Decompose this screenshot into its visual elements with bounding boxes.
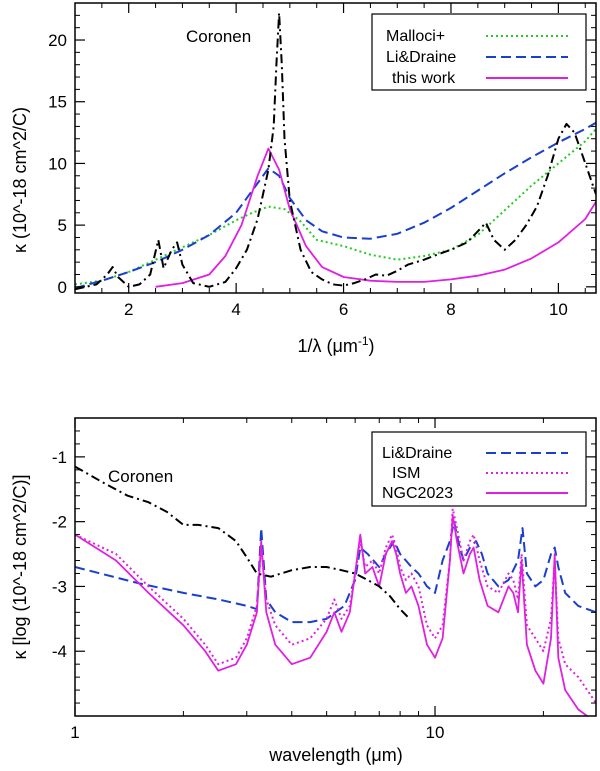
top-legend: Malloci+ Li&Draine this work — [371, 13, 587, 91]
top-y-tick-label: 15 — [48, 93, 67, 112]
bottom-y-tick-label: -4 — [52, 642, 67, 661]
top-annotation: Coronen — [186, 27, 251, 46]
top-y-tick-label: 10 — [48, 154, 67, 173]
top-x-axis-title-main: 1/λ (μm — [297, 336, 357, 356]
bottom-annotation: Coronen — [108, 467, 173, 486]
bottom-series-ngc2023 — [75, 514, 589, 716]
bottom-panel: 1 10 -4 -3 -2 -1 Coronen Li&Draine ISM NGC202… — [10, 417, 597, 765]
top-series-coronen — [75, 11, 596, 291]
bottom-x-tick-label: 10 — [426, 723, 445, 742]
top-y-tick-label: 5 — [58, 216, 67, 235]
legend-label-lidraine-2: Li&Draine — [382, 445, 452, 462]
top-plot-frame — [74, 2, 597, 294]
legend-label-ngc2023: NGC2023 — [382, 485, 453, 502]
bottom-y-tick-label: -1 — [52, 448, 67, 467]
top-y-axis-title: κ (10^-18 cm^2/C) — [10, 107, 30, 253]
bottom-plot-frame — [74, 417, 597, 717]
legend-label-ism: ISM — [392, 465, 420, 482]
legend-label-malloci: Malloci+ — [386, 28, 445, 45]
bottom-y-tick-label: -2 — [52, 513, 67, 532]
top-x-tick-label: 2 — [124, 300, 133, 319]
top-y-tick-label: 0 — [58, 278, 67, 297]
top-series-li-draine — [75, 121, 596, 290]
top-series-malloci — [75, 128, 596, 286]
bottom-y-axis-title: κ [log (10^-18 cm^2/C)] — [10, 475, 30, 660]
legend-label-thiswork: this work — [392, 70, 456, 87]
bottom-y-tick-label: -3 — [52, 577, 67, 596]
top-panel: 2 4 6 8 10 0 5 10 15 20 Coronen Malloci+ Li&Drain… — [10, 2, 597, 356]
legend-label-lidraine: Li&Draine — [386, 49, 456, 66]
bottom-x-tick-label: 1 — [70, 723, 79, 742]
top-series-this-work — [155, 147, 596, 288]
top-x-axis-title-end: ) — [369, 336, 375, 356]
top-x-axis-title-sup: -1 — [358, 334, 369, 348]
bottom-series-li-draine — [75, 520, 596, 624]
top-x-tick-label: 8 — [446, 300, 455, 319]
top-x-tick-label: 10 — [549, 300, 568, 319]
bottom-series-ism — [75, 507, 596, 704]
top-x-tick-label: 6 — [339, 300, 348, 319]
top-x-tick-label: 4 — [231, 300, 240, 319]
top-y-tick-label: 20 — [48, 31, 67, 50]
bottom-x-axis-title: wavelength (μm) — [268, 745, 402, 765]
bottom-legend: Li&Draine ISM NGC2023 — [371, 431, 587, 507]
top-x-axis-title: 1/λ (μm-1) — [297, 334, 374, 356]
